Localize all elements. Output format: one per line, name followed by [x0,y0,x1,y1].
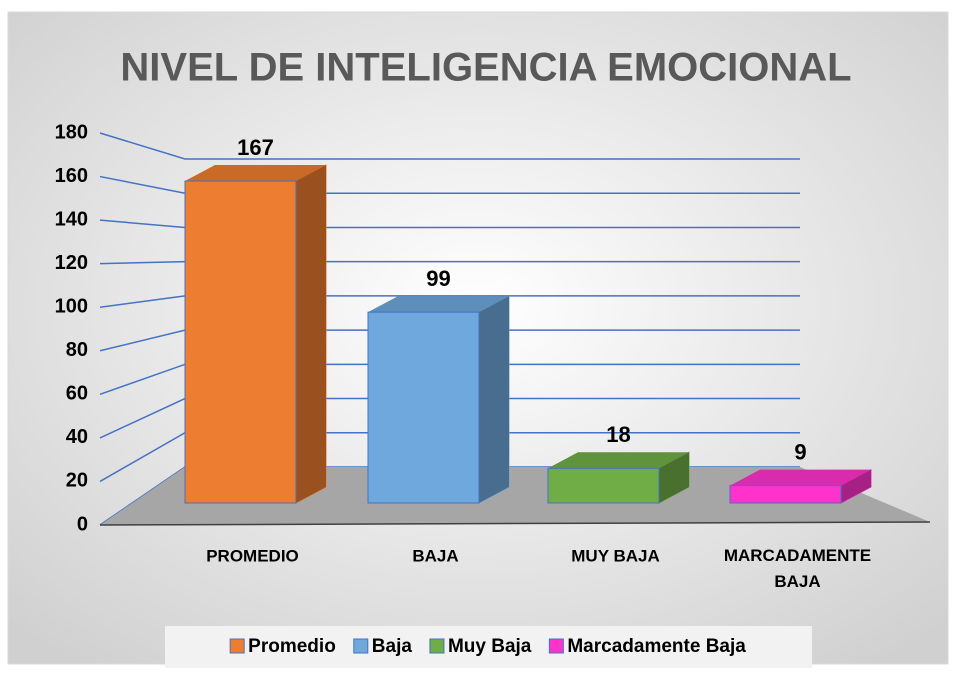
legend-background [165,626,812,668]
grid-line [99,132,800,160]
bar-top-shade [730,469,871,486]
bar [367,311,480,504]
bar-top [730,469,871,486]
bar-top-shade [185,165,326,182]
bar-top [548,452,689,469]
legend-label: Muy Baja [448,636,532,657]
legend: Promedio Baja Muy Baja Marcadamente Baja [229,636,746,657]
legend-label: Baja [372,636,413,657]
y-tick-label: 160 [55,165,88,187]
x-tick-label: MARCADAMENTE BAJA [724,546,871,591]
x-tick-label-line: MARCADAMENTE [724,546,871,565]
bar-top-shade [548,452,689,469]
chart-title: NIVEL DE INTELIGENCIA EMOCIONAL [120,46,851,90]
data-label: 18 [606,422,630,447]
y-tick-label: 120 [55,252,88,274]
bar [184,180,297,504]
legend-swatch [548,638,564,654]
bar-top [368,296,509,313]
y-tick-label: 80 [66,339,88,361]
y-tick-label: 100 [55,296,88,318]
legend-swatch [353,638,369,654]
bar [729,485,842,504]
bar-side-shade [659,452,689,503]
y-tick-label: 40 [66,426,88,448]
data-label: 167 [237,135,274,160]
x-tick-label: PROMEDIO [206,546,299,565]
y-tick-label: 60 [66,383,88,405]
bar-top [185,165,326,182]
y-tick-label: 0 [77,513,88,535]
x-axis-line [99,521,931,526]
data-label: 99 [426,266,450,291]
bar [547,467,660,504]
y-tick-label: 140 [55,208,88,230]
bar-top-shade [368,296,509,313]
bar-side-shade [296,165,326,504]
y-tick-label: 20 [66,470,88,492]
legend-swatch [429,638,445,654]
legend-label: Promedio [248,636,336,657]
bar-side-shade [841,469,871,503]
x-tick-label-line: BAJA [774,572,820,591]
x-tick-label: MUY BAJA [571,546,659,565]
legend-swatch [229,638,245,654]
x-tick-label: BAJA [412,546,458,565]
data-label: 9 [794,439,806,464]
legend-label: Marcadamente Baja [567,636,746,657]
y-tick-label: 180 [55,121,88,143]
bar-side-shade [479,296,509,503]
